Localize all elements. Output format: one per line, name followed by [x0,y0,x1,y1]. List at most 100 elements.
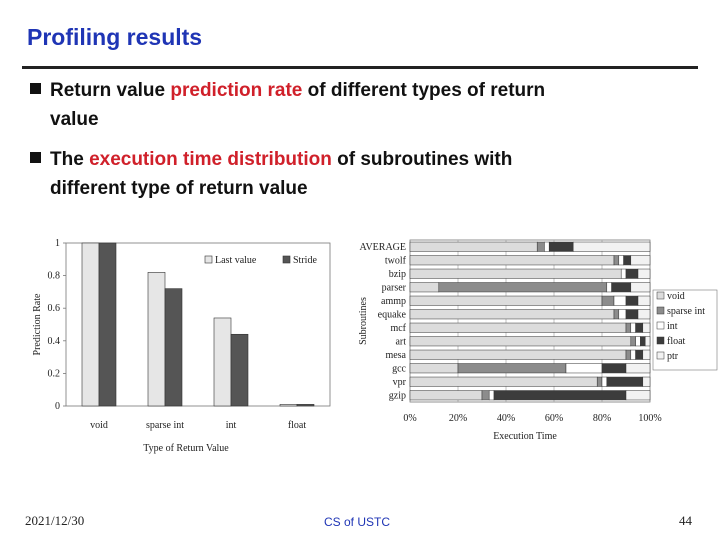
legend-swatch [204,255,213,264]
bar-segment [409,268,622,279]
bar-segment [635,349,644,360]
x-tick-label: 100% [638,413,661,424]
bar-segment [625,295,639,306]
bullet-part: value [50,109,99,130]
bar [98,242,117,407]
x-tick-label: 0% [403,413,416,424]
bar-segment [409,363,459,374]
bullet-part: different type of return value [50,178,308,199]
bar-segment [409,322,627,333]
bar-segment [601,295,615,306]
y-tick-label: 0.6 [48,303,61,314]
bar-segment [548,241,574,252]
y-tick-label: mcf [390,323,406,334]
x-tick-label: void [90,420,108,431]
bar-segment [618,255,624,266]
bar [230,333,249,407]
x-tick-label: sparse int [146,420,184,431]
y-tick-label: bzip [389,269,406,280]
bar-segment [438,282,608,293]
bullet-highlight: execution time distribution [89,149,332,170]
bullet-highlight: prediction rate [170,80,302,101]
bar-segment [630,336,636,347]
bar-segment [637,268,651,279]
bar-segment [565,363,603,374]
bullet-part: The [50,149,89,170]
bar-segment [613,309,620,320]
bar-segment [409,376,598,387]
slide-title: Profiling results [27,24,202,50]
y-tick-label: AVERAGE [360,242,406,253]
bar-segment [606,376,644,387]
legend-swatch [656,336,665,345]
x-axis-label: Type of Return Value [143,443,229,454]
bar-segment [644,336,651,347]
footer-center: CS of USTC [324,515,390,529]
bar-segment [488,390,495,401]
bar-segment [493,390,627,401]
legend-swatch [282,255,291,264]
bullet-marker [30,152,41,163]
legend-label: sparse int [667,306,705,317]
bar-segment [409,255,615,266]
bar-segment [640,336,646,347]
legend-label: ptr [667,351,679,362]
y-tick-label: art [395,336,406,347]
y-axis-label: Subroutines [358,297,369,345]
bullet-marker [30,83,41,94]
y-tick-label: 0.2 [48,368,61,379]
bullet-part: Return value [50,80,170,101]
legend-label: Last value [215,255,257,266]
bar-segment [601,363,627,374]
legend-swatch [656,321,665,330]
bar-segment [596,376,603,387]
bullet-part: of different types of return [302,80,545,101]
x-tick-label: 40% [497,413,515,424]
bullet-text: different type of return value [50,178,308,199]
bullet-text: value [50,109,99,130]
bar-segment [618,309,627,320]
bar-segment [601,376,608,387]
y-tick-label: gzip [389,390,406,401]
bar-segment [635,322,644,333]
bullet-text: The execution time distribution of subro… [50,149,512,170]
bar [296,404,315,407]
y-tick-label: twolf [385,255,407,266]
bar-segment [409,336,632,347]
bar-segment [625,390,651,401]
bar-segment [409,241,538,252]
y-tick-label: 0.8 [48,271,61,282]
bar-segment [630,282,651,293]
bar-segment [623,255,632,266]
bar-segment [409,309,615,320]
bar-segment [630,349,636,360]
bar-segment [544,241,550,252]
y-tick-label: equake [378,309,407,320]
bar-segment [409,390,483,401]
bar [213,317,232,407]
bar-segment [481,390,490,401]
bar-segment [625,363,651,374]
bullet-part: of subroutines with [332,149,513,170]
bar [164,288,183,407]
bar-segment [625,309,639,320]
y-tick-label: mesa [385,350,406,361]
bar-segment [625,349,632,360]
plot-frame [65,242,331,407]
x-tick-label: float [288,420,307,431]
y-tick-label: 0.4 [48,336,61,347]
bar-segment [606,282,612,293]
footer-date: 2021/12/30 [25,513,84,528]
bar-segment [635,336,641,347]
bar-segment [613,255,620,266]
bar-segment [409,282,440,293]
y-tick-label: 0 [55,401,60,412]
bar-segment [630,255,651,266]
bar [279,404,298,407]
x-tick-label: 80% [593,413,611,424]
legend-label: float [667,336,686,347]
y-tick-label: parser [382,282,407,293]
bar-segment [637,309,651,320]
x-tick-label: int [226,420,237,431]
